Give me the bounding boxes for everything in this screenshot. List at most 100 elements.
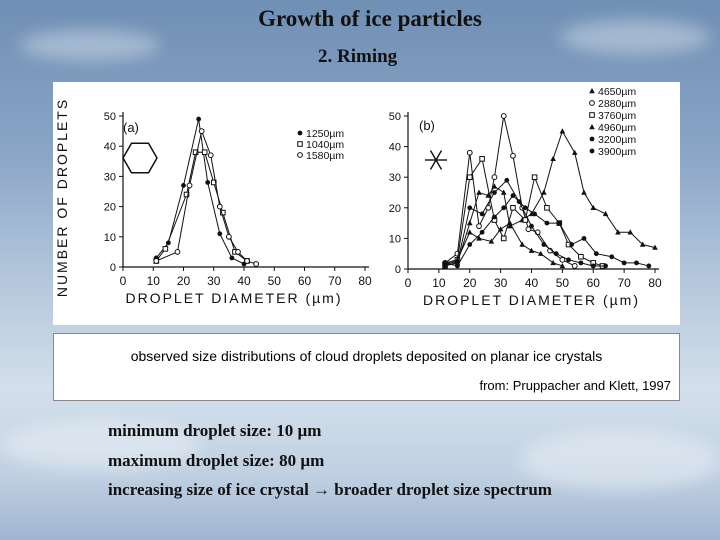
data-point — [174, 249, 181, 255]
y-tick-label: 20 — [389, 203, 401, 215]
data-point — [454, 256, 461, 263]
data-point — [196, 116, 202, 122]
y-tick-label: 50 — [104, 111, 116, 123]
data-point — [500, 113, 507, 119]
data-point — [244, 258, 250, 264]
figure-source: from: Pruppacher and Klett, 1997 — [479, 378, 671, 393]
note-trend: increasing size of ice crystal → broader… — [108, 480, 552, 499]
x-tick-label: 30 — [494, 276, 508, 290]
data-point — [479, 211, 485, 217]
x-tick-label: 20 — [463, 276, 477, 290]
data-point — [602, 210, 609, 217]
data-point — [516, 199, 522, 205]
figure-panel: 0 10 20 30 40 50 0 10 20 30 40 50 60 70 80 DROPLET DIAM… — [53, 82, 680, 325]
y-tick-label: 40 — [389, 142, 401, 154]
data-point — [571, 263, 578, 269]
snowflake-dendrite-icon — [435, 150, 443, 161]
data-point — [593, 251, 599, 257]
cloud-decoration — [560, 20, 710, 54]
legend-label: 4960µm — [598, 122, 636, 134]
data-point — [590, 204, 597, 210]
data-point — [216, 203, 223, 210]
data-point — [497, 226, 504, 232]
data-point — [207, 152, 214, 159]
data-point — [615, 229, 621, 235]
x-tick-label: 10 — [147, 274, 161, 288]
data-point — [507, 220, 513, 226]
legend-marker — [589, 124, 595, 130]
data-point — [531, 174, 538, 181]
legend-marker — [297, 141, 303, 147]
data-point — [634, 260, 639, 266]
droplet-distribution-charts: 0 10 20 30 40 50 0 10 20 30 40 50 60 70 80 DROPLET DIAM… — [54, 86, 662, 308]
data-point — [525, 226, 532, 233]
data-point — [476, 235, 482, 241]
data-point — [466, 149, 473, 156]
note-max-size: maximum droplet size: 80 µm — [108, 451, 325, 470]
y-axis-label: NUMBER OF DROPLETS — [54, 98, 70, 297]
legend-marker — [589, 100, 595, 106]
data-point — [229, 255, 235, 261]
data-point — [571, 149, 578, 155]
data-point — [544, 205, 550, 211]
x-tick-label: 40 — [237, 274, 251, 288]
data-point — [466, 220, 473, 226]
data-point — [501, 205, 507, 211]
data-point — [532, 211, 537, 217]
data-point — [522, 205, 528, 211]
x-tick-label: 20 — [177, 274, 191, 288]
data-point — [479, 156, 485, 162]
data-point — [529, 223, 534, 229]
x-tick-label: 50 — [556, 276, 570, 290]
y-tick-label: 10 — [104, 232, 116, 244]
legend-marker — [297, 130, 303, 136]
data-point — [559, 128, 566, 134]
data-point — [491, 183, 498, 189]
snowflake-dendrite-icon — [435, 159, 443, 170]
caption-box: observed size distributions of cloud dro… — [53, 333, 680, 401]
data-point — [492, 190, 497, 195]
data-point — [646, 263, 652, 269]
data-point — [541, 242, 547, 247]
snowflake-dendrite-icon — [429, 150, 437, 161]
data-point — [181, 183, 186, 188]
data-point — [510, 152, 516, 159]
data-point — [153, 258, 160, 264]
data-point — [491, 174, 498, 181]
data-point — [581, 189, 587, 195]
y-tick-label: 10 — [389, 233, 401, 245]
legend-marker — [297, 152, 303, 158]
legend-marker — [589, 136, 595, 142]
y-tick-label: 20 — [104, 202, 116, 214]
data-point — [519, 241, 526, 247]
data-point — [455, 260, 460, 266]
data-point — [609, 254, 615, 260]
data-point — [544, 220, 550, 226]
legend-label: 3200µm — [598, 134, 636, 146]
legend-label: 1580µm — [306, 150, 344, 162]
x-tick-label: 80 — [648, 276, 662, 290]
legend-label: 4650µm — [598, 86, 636, 98]
data-point — [192, 149, 199, 156]
data-point — [162, 246, 169, 252]
x-tick-label: 0 — [405, 276, 412, 290]
series-line — [156, 129, 257, 265]
data-point — [210, 179, 217, 186]
y-tick-label: 50 — [389, 111, 401, 123]
data-point — [476, 189, 482, 195]
legend-label: 1250µm — [306, 128, 344, 140]
data-point — [479, 229, 485, 235]
data-point — [559, 262, 566, 269]
x-tick-label: 0 — [120, 274, 127, 288]
data-point — [522, 217, 529, 223]
legend-marker — [589, 88, 595, 94]
data-point — [590, 263, 596, 269]
data-point — [510, 193, 516, 198]
x-tick-label: 60 — [298, 274, 312, 288]
panel-label: (a) — [123, 120, 139, 135]
x-tick-label: 70 — [328, 274, 342, 288]
data-point — [500, 189, 507, 195]
data-point — [492, 214, 497, 220]
data-point — [476, 223, 482, 230]
data-point — [578, 253, 584, 260]
